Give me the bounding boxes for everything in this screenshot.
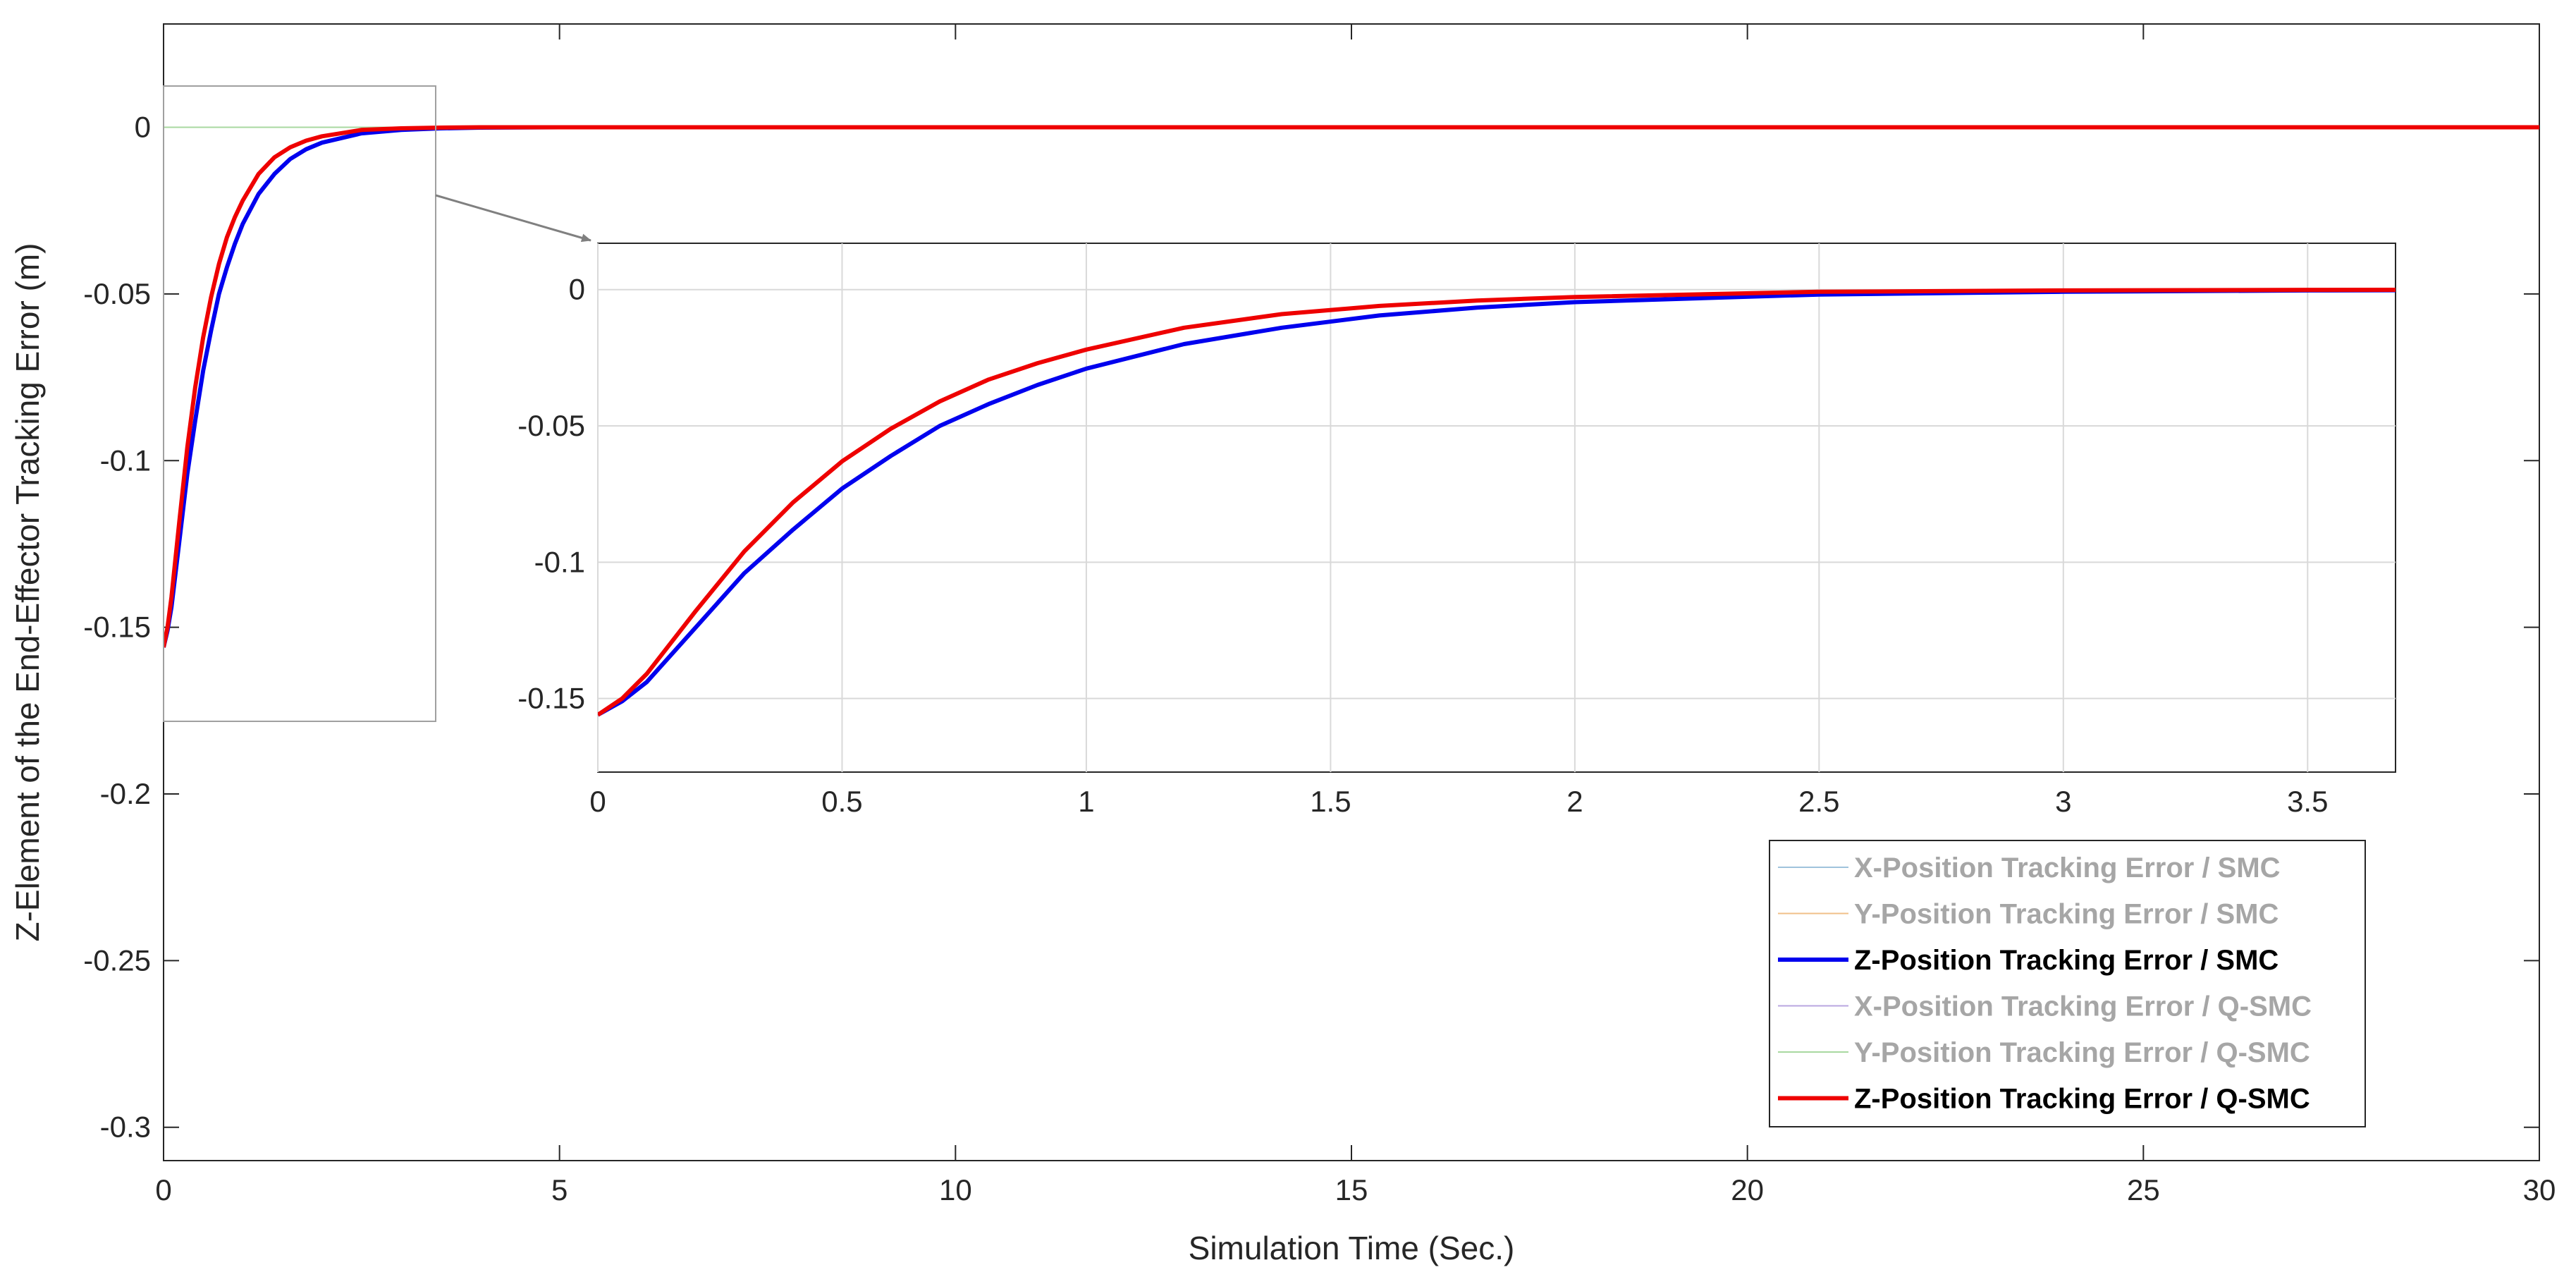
- y-tick-label: -0.25: [83, 943, 151, 977]
- inset-y-tick-label: -0.1: [534, 545, 585, 578]
- inset-axis-ticks: 0 0.5 1 1.5 2 2.5 3 3.5 0 -0.05 -0.1 -0.15: [517, 273, 2328, 818]
- legend: X-Position Tracking Error / SMC Y-Positio…: [1778, 852, 2312, 1115]
- y-axis-title: Z-Element of the End-Effector Tracking E…: [9, 243, 46, 941]
- legend-label-2: Z-Position Tracking Error / SMC: [1854, 945, 2278, 976]
- y-tick-label: -0.1: [100, 444, 151, 477]
- inset-series-line-5: [598, 287, 2396, 717]
- inset-x-tick-label: 1.5: [1310, 785, 1351, 818]
- y-tick-label: -0.3: [100, 1111, 151, 1144]
- inset-x-tick-label: 3.5: [2287, 785, 2328, 818]
- zoom-region-box: [163, 85, 436, 722]
- main-axis-ticks: 0 5 10 15 20 25 300-0.05-0.1-0.15-0.2-0.25-0.3: [83, 24, 2556, 1206]
- inset-x-tick-label: 2: [1566, 785, 1583, 818]
- zoom-arrow: [435, 194, 591, 243]
- inset-plot-area: [597, 243, 2396, 773]
- legend-label-5: Z-Position Tracking Error / Q-SMC: [1854, 1084, 2310, 1115]
- x-tick-label: 0: [155, 1173, 171, 1206]
- y-tick-label: 0: [135, 111, 151, 144]
- x-tick-label: 25: [2127, 1173, 2160, 1206]
- x-axis-title: Simulation Time (Sec.): [1189, 1230, 1515, 1266]
- inset-x-tick-label: 0: [589, 785, 606, 818]
- inset-x-tick-label: 1: [1078, 785, 1094, 818]
- x-tick-label: 5: [551, 1173, 568, 1206]
- x-tick-label: 10: [939, 1173, 972, 1206]
- inset-y-tick-label: 0: [569, 273, 585, 306]
- inset-x-tick-label: 3: [2055, 785, 2071, 818]
- legend-label-1: Y-Position Tracking Error / SMC: [1854, 899, 2278, 930]
- y-tick-label: -0.05: [83, 277, 151, 310]
- inset-y-tick-label: -0.15: [517, 682, 585, 715]
- inset-x-tick-label: 2.5: [1798, 785, 1839, 818]
- inset-y-tick-label: -0.05: [517, 409, 585, 442]
- y-tick-label: -0.15: [83, 611, 151, 644]
- y-tick-label: -0.2: [100, 777, 151, 810]
- inset-series-line-2: [598, 288, 2396, 717]
- x-tick-label: 15: [1335, 1173, 1368, 1206]
- legend-box: [1769, 840, 2366, 1127]
- inset-x-tick-label: 0.5: [821, 785, 862, 818]
- legend-label-4: Y-Position Tracking Error / Q-SMC: [1854, 1037, 2310, 1068]
- x-tick-label: 30: [2523, 1173, 2556, 1206]
- main-series-lines: [164, 125, 2539, 648]
- x-tick-label: 20: [1731, 1173, 1764, 1206]
- legend-label-0: X-Position Tracking Error / SMC: [1854, 852, 2281, 883]
- inset-series-lines: [598, 287, 2396, 717]
- series-line-5: [164, 125, 2539, 648]
- legend-label-3: X-Position Tracking Error / Q-SMC: [1854, 991, 2312, 1022]
